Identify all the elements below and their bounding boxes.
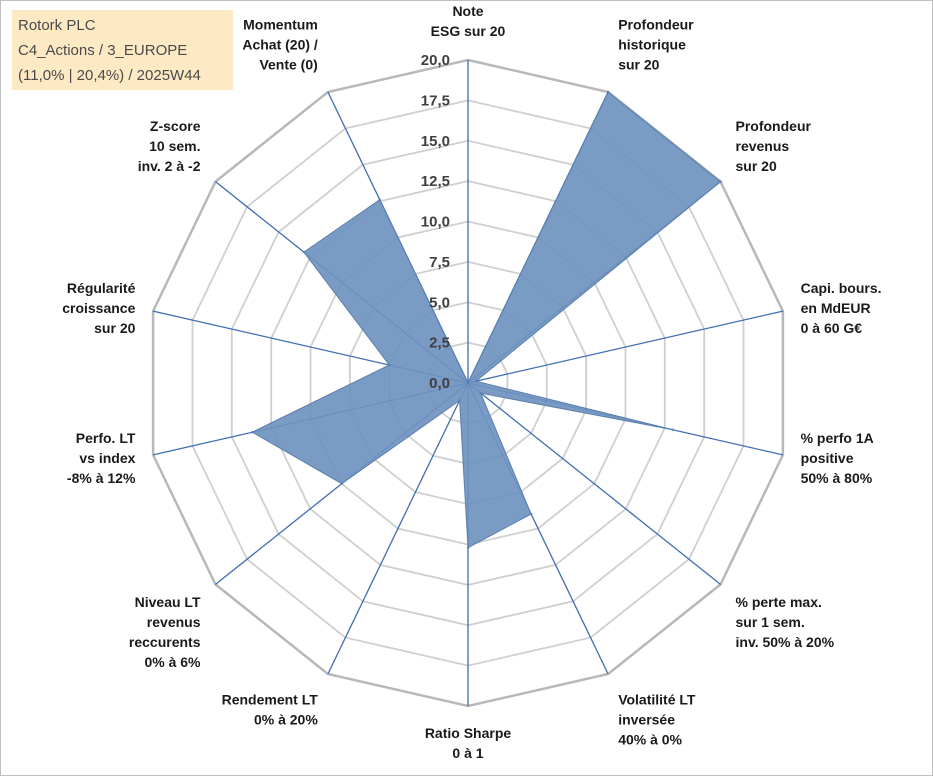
axis-label-9: Rendement LT 0% à 20% xyxy=(222,692,319,728)
axis-labels: Note ESG sur 20 Profondeur historique sur 20… xyxy=(62,3,881,761)
tick-label-7: 17,5 xyxy=(421,92,450,109)
axis-label-2: Profondeur historique sur 20 xyxy=(618,16,694,72)
data-point-14 xyxy=(378,198,381,201)
data-point-10 xyxy=(340,482,343,485)
data-point-5 xyxy=(671,428,674,431)
tick-label-3: 7,5 xyxy=(429,254,450,271)
axis-label-12: Régularité croissance sur 20 xyxy=(62,280,135,336)
axis-label-1: Note ESG sur 20 xyxy=(431,3,506,39)
data-point-12 xyxy=(388,363,391,367)
axis-label-10: Niveau LT revenus reccurents 0% à 6% xyxy=(129,594,201,670)
category-line: C4_Actions / 3_EUROPE xyxy=(18,42,188,59)
data-point-2 xyxy=(606,90,610,94)
data-point-13 xyxy=(302,250,306,254)
tick-label-0: 0,0 xyxy=(429,375,450,392)
tick-label-6: 15,0 xyxy=(421,133,450,150)
data-point-6 xyxy=(479,391,482,395)
radar-series xyxy=(251,90,722,549)
tick-label-5: 12,5 xyxy=(421,173,450,190)
data-point-11 xyxy=(251,431,254,434)
data-point-8 xyxy=(466,546,470,549)
series-area-1 xyxy=(251,91,722,549)
tick-label-1: 2,5 xyxy=(429,335,450,352)
axis-label-11: Perfo. LT vs index -8% à 12% xyxy=(67,430,136,486)
axis-label-3: Profondeur revenus sur 20 xyxy=(736,118,812,174)
stats-line: (11,0% | 20,4%) / 2025W44 xyxy=(18,67,201,84)
tick-label-4: 10,0 xyxy=(421,214,450,231)
data-point-1 xyxy=(466,381,470,385)
tick-label-8: 20,0 xyxy=(421,52,450,69)
data-point-9 xyxy=(458,399,461,402)
data-point-7 xyxy=(529,512,533,516)
company-name: Rotork PLC xyxy=(18,17,96,34)
axis-label-14: Momentum Achat (20) / Vente (0) xyxy=(242,16,318,72)
data-point-4 xyxy=(474,380,478,383)
data-point-3 xyxy=(719,180,722,183)
axis-label-13: Z-score 10 sem. inv. 2 à -2 xyxy=(138,118,201,174)
axis-spoke-6 xyxy=(467,382,721,585)
axis-label-7: Volatilité LT inversée 40% à 0% xyxy=(618,692,696,748)
axis-spoke-4 xyxy=(467,310,784,384)
radial-tick-labels: 0,0 2,5 5,0 7,5 10,0 12,5 15,0 17,5 20,0 xyxy=(421,52,450,392)
axis-label-5: % perfo 1A positive 50% à 80% xyxy=(801,430,874,486)
info-box: Rotork PLC C4_Actions / 3_EUROPE (11,0% … xyxy=(12,10,233,90)
axis-spoke-9 xyxy=(327,382,469,675)
axis-label-8: Ratio Sharpe 0 à 1 xyxy=(425,725,512,761)
tick-label-2: 5,0 xyxy=(429,294,450,311)
axis-label-6: % perte max. sur 1 sem. inv. 50% à 20% xyxy=(736,594,835,650)
axis-label-4: Capi. bours. en MdEUR 0 à 60 G€ xyxy=(801,280,882,336)
